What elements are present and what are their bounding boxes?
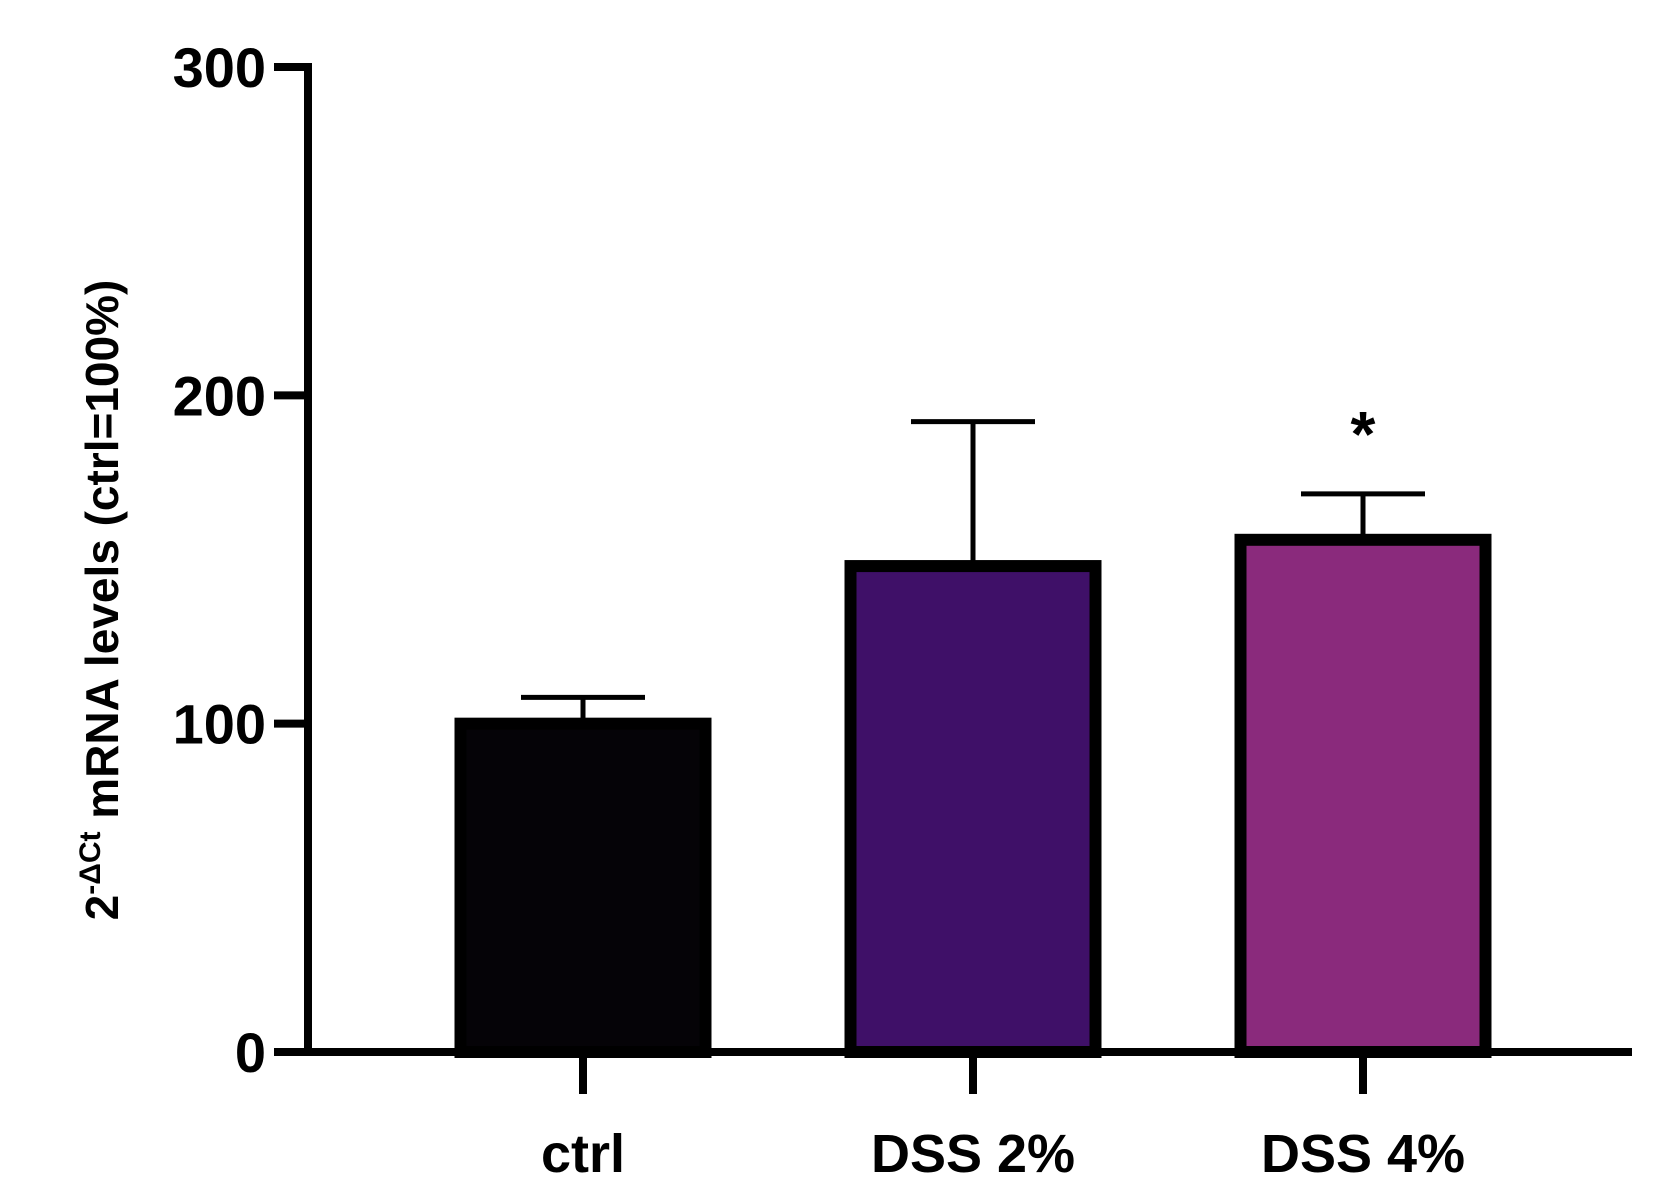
x-category-label: DSS 2% [871, 1124, 1075, 1184]
x-category-label: ctrl [541, 1124, 625, 1184]
bars-group [454, 533, 1492, 1059]
x-axis-ticks: ctrl DSS 2% DSS 4% [541, 1052, 1465, 1184]
bar-ctrl [454, 717, 712, 1059]
bar-dss-4- [1234, 533, 1492, 1058]
y-axis-label-text: mRNA levels (ctrl=100%) [76, 280, 128, 832]
significance-marker: * [1351, 398, 1376, 470]
axes-group [304, 63, 1632, 1056]
y-tick-label: 0 [235, 1021, 266, 1084]
y-tick-label: 300 [173, 36, 266, 99]
y-axis-label-superscript: -ΔCt [74, 832, 107, 895]
bar-dss-2- [844, 560, 1102, 1058]
x-category-label: DSS 4% [1261, 1124, 1465, 1184]
annotations-group: * [1351, 398, 1376, 470]
y-axis-label-base: 2 [76, 895, 128, 921]
error-bars-group [521, 419, 1425, 724]
y-tick-label: 200 [173, 364, 266, 427]
y-axis-ticks: 0 100 200 300 [173, 36, 308, 1084]
y-tick-label: 100 [173, 693, 266, 756]
y-axis-label: 2-ΔCt mRNA levels (ctrl=100%) [74, 280, 128, 921]
